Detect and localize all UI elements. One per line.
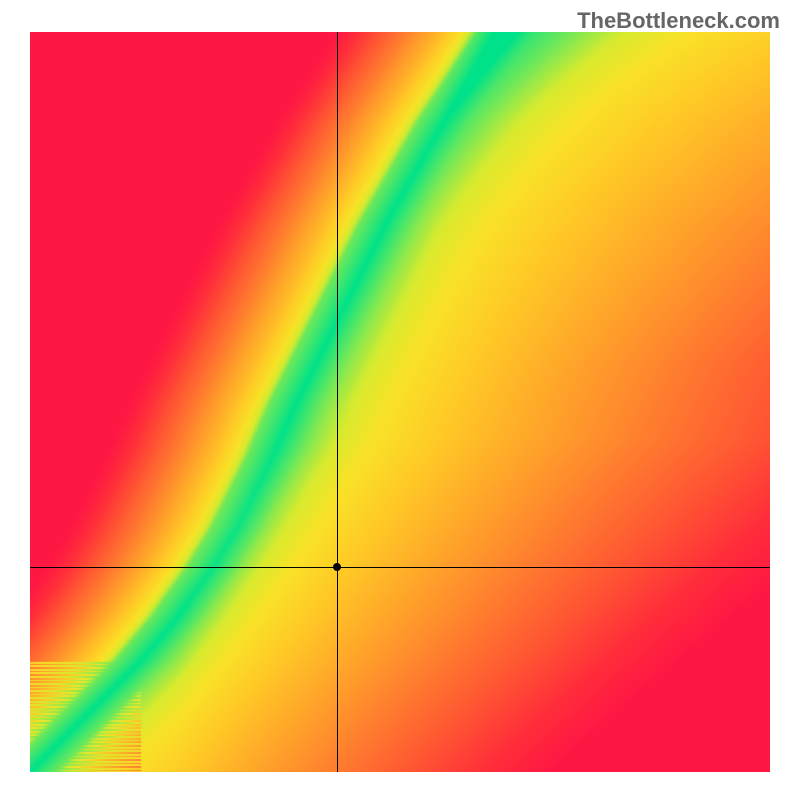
crosshair-marker bbox=[333, 563, 341, 571]
watermark-text: TheBottleneck.com bbox=[577, 8, 780, 34]
bottleneck-heatmap bbox=[30, 32, 770, 772]
heatmap-canvas bbox=[30, 32, 770, 772]
crosshair-horizontal bbox=[30, 567, 770, 568]
crosshair-vertical bbox=[337, 32, 338, 772]
